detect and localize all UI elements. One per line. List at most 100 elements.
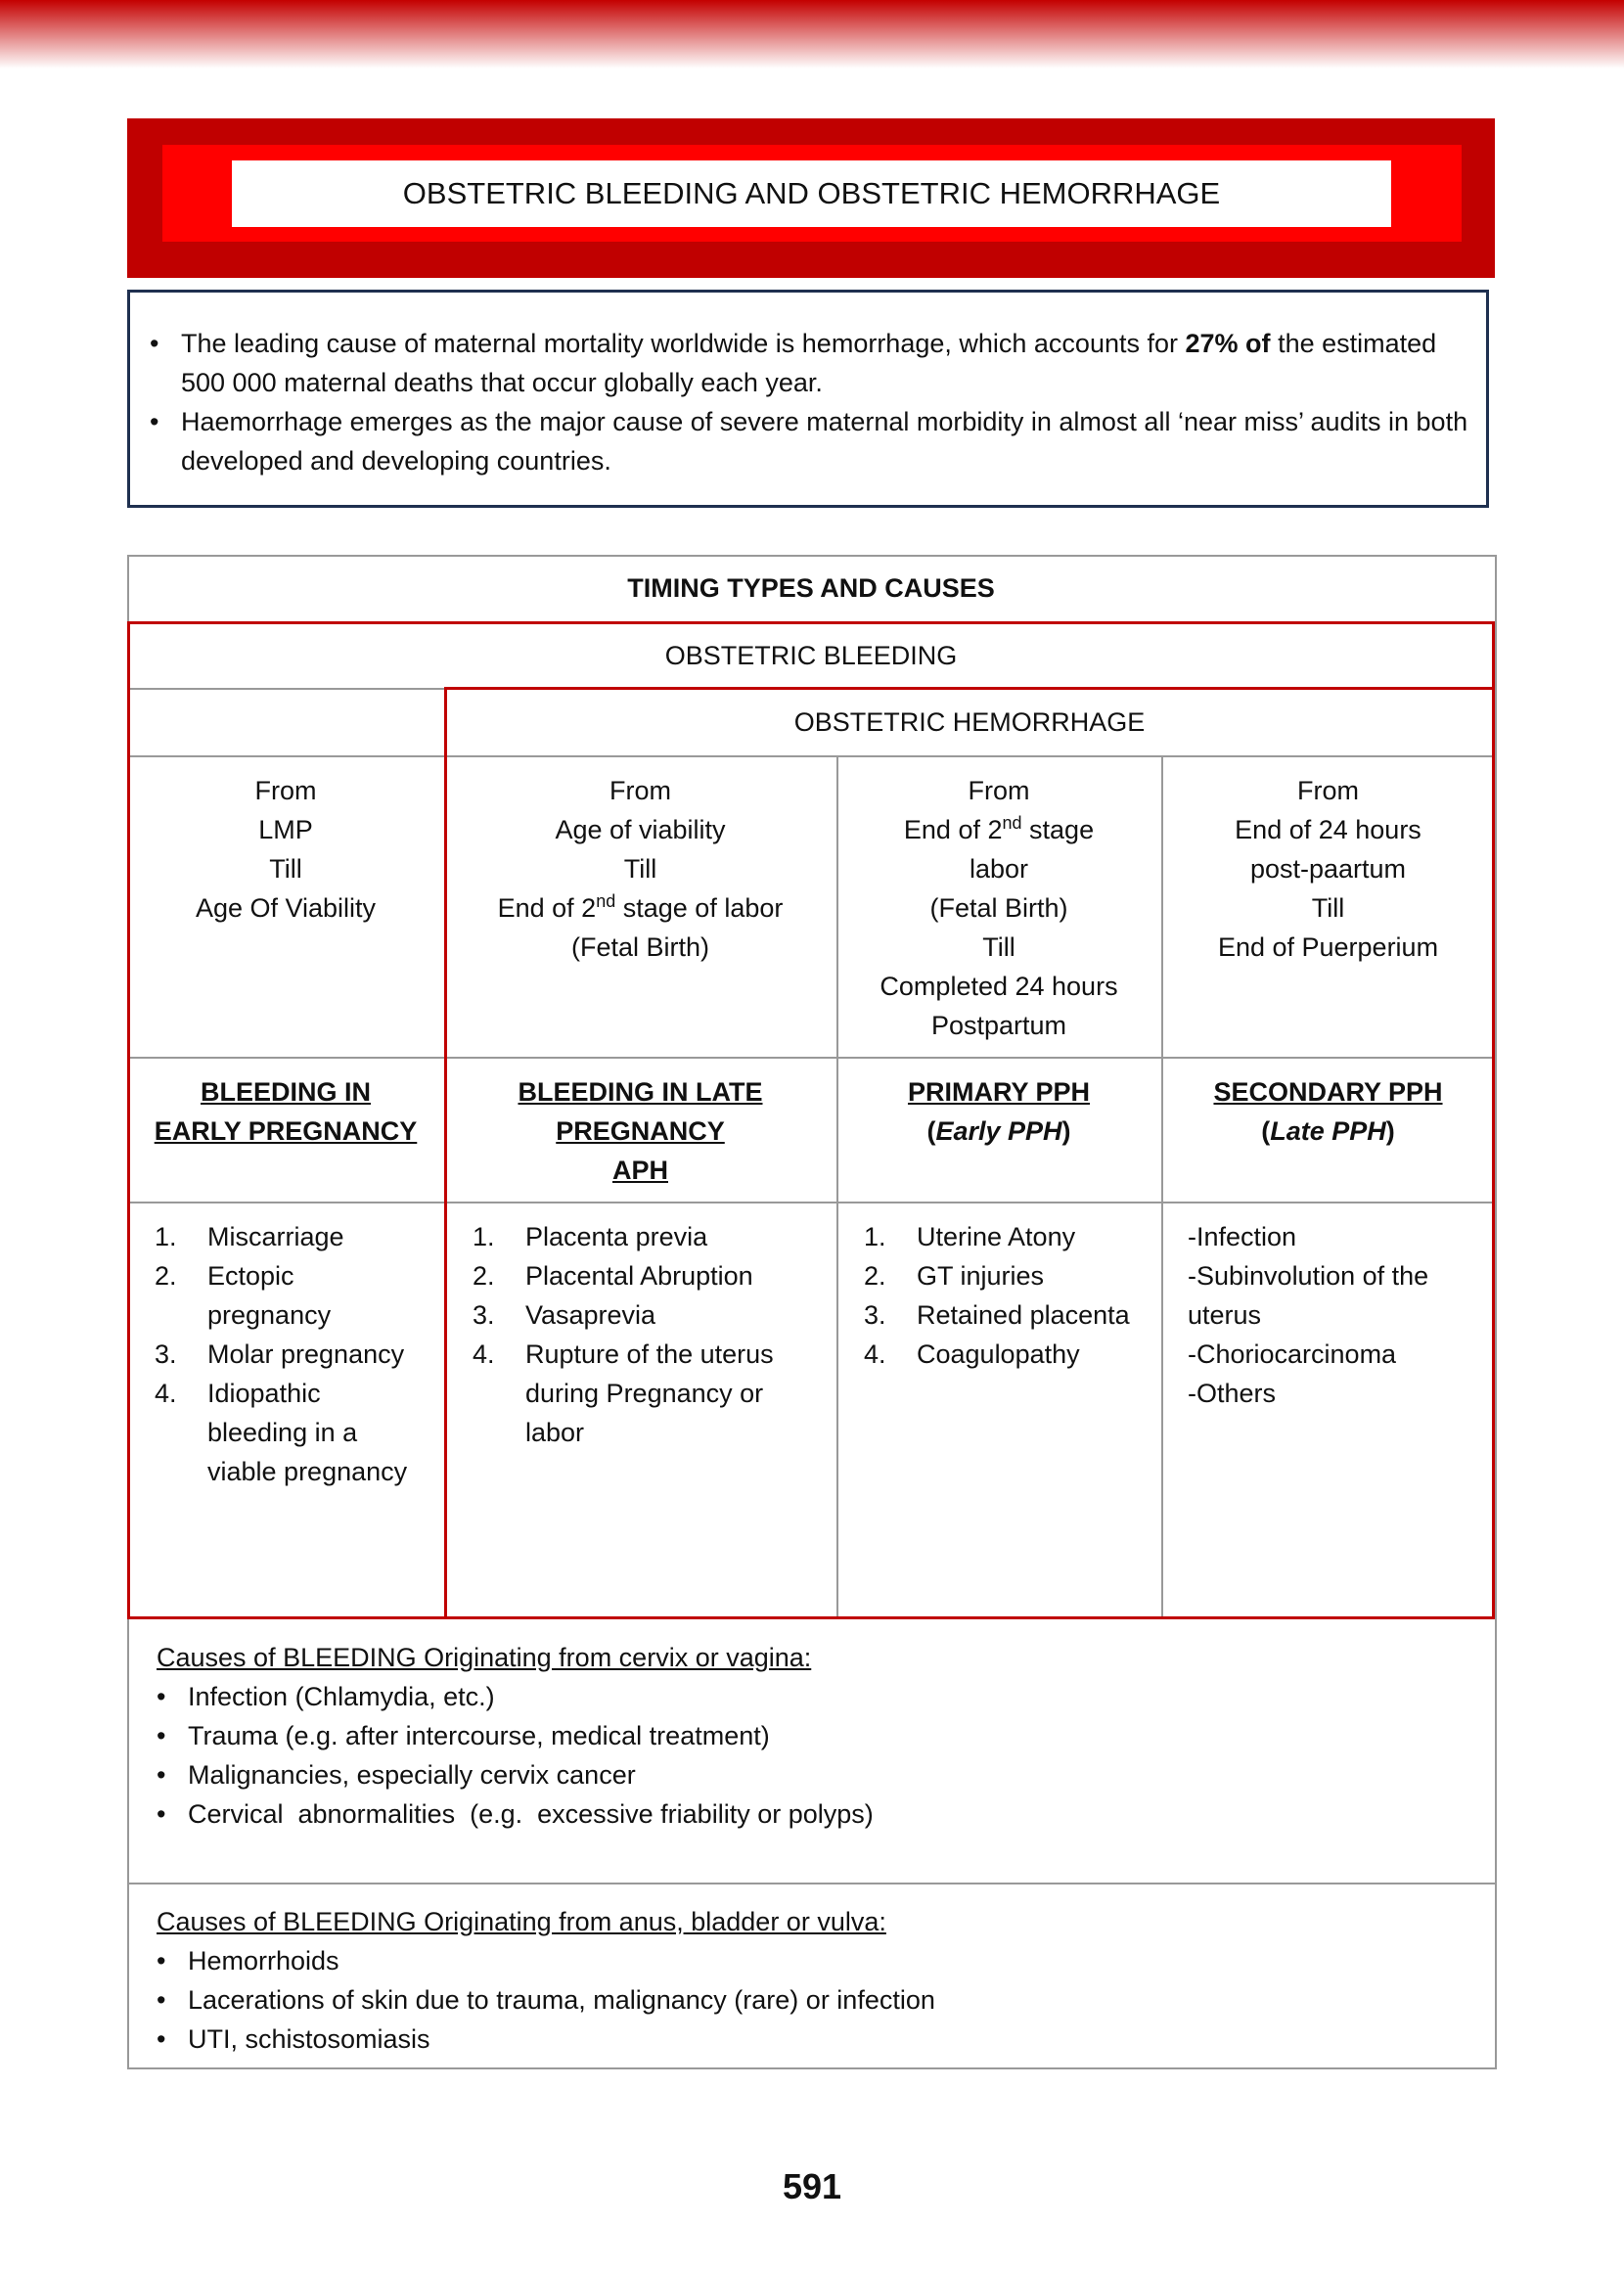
line: End of 2nd stage: [836, 810, 1161, 849]
text: Haemorrhage emerges as the major cause o…: [181, 407, 1468, 476]
cause: -Others: [1188, 1379, 1277, 1408]
text: Cervical abnormalities (e.g. excessive f…: [188, 1799, 874, 1829]
line: BLEEDING IN LATE: [518, 1077, 763, 1107]
bullet: •: [157, 1946, 166, 1975]
text: End of 2: [497, 893, 597, 923]
bullet: •: [150, 407, 159, 436]
text: Idiopathic bleeding in a viable pregnanc…: [207, 1379, 408, 1486]
number: 4.: [864, 1339, 886, 1369]
number: 2.: [864, 1261, 886, 1291]
cause: -Subinvolution of the uterus: [1188, 1261, 1429, 1330]
line: LMP: [258, 815, 313, 844]
section: Causes of BLEEDING Originating from cerv…: [157, 1638, 1467, 1834]
number: 3.: [864, 1300, 886, 1330]
cause: 1. Placenta previa: [473, 1217, 815, 1256]
cause: 4. Idiopathic bleeding in a viable pregna…: [155, 1374, 419, 1491]
cause: 1. Miscarriage: [155, 1217, 419, 1256]
text: (: [926, 1116, 936, 1146]
title: OBSTETRIC BLEEDING AND OBSTETRIC HEMORRH…: [232, 160, 1391, 227]
line: BLEEDING IN: [200, 1077, 371, 1107]
line: APH: [611, 1156, 668, 1185]
sup: nd: [1002, 813, 1022, 833]
section: Causes of BLEEDING Originating from anus…: [157, 1902, 1467, 2059]
cause-list: 1. Placenta previa 2. Placental Abruption 3.…: [473, 1217, 815, 1452]
cause: 3. Retained placenta: [864, 1295, 1138, 1335]
text: Miscarriage: [207, 1222, 344, 1251]
text: Coagulopathy: [917, 1339, 1080, 1369]
number: 1.: [473, 1222, 495, 1251]
number: 1.: [864, 1222, 886, 1251]
number: 2.: [473, 1261, 495, 1291]
table-title: TIMING TYPES AND CAUSES: [627, 573, 995, 603]
heading: PRIMARY PPH (Early PPH): [836, 1072, 1161, 1151]
line: Till: [982, 932, 1015, 962]
text: End of 2: [903, 815, 1003, 844]
bullet-item: • Lacerations of skin due to trauma, mali…: [157, 1980, 1467, 2020]
number: 1.: [155, 1222, 177, 1251]
bullet: •: [157, 1760, 166, 1790]
text: (: [1261, 1116, 1271, 1146]
bullet-item: • The leading cause of maternal mortality…: [150, 324, 1472, 402]
heading: SECONDARY PPH (Late PPH): [1161, 1072, 1495, 1151]
text: Hemorrhoids: [188, 1946, 339, 1975]
line: EARLY PREGNANCY: [154, 1116, 418, 1146]
row-line: [127, 1883, 1495, 1884]
line: Till: [623, 854, 657, 884]
text: stage of labor: [622, 893, 784, 923]
text: The leading cause of maternal mortality …: [181, 324, 1472, 402]
bold-text: 27% of: [1185, 329, 1271, 358]
bullet-item: • Malignancies, especially cervix cancer: [157, 1755, 1467, 1794]
row-line: [127, 1057, 1495, 1059]
red-frame: [127, 621, 1495, 1619]
bullet: •: [157, 1799, 166, 1829]
text: Vasaprevia: [525, 1300, 656, 1330]
text: Placental Abruption: [525, 1261, 753, 1291]
row-line: [127, 1202, 1495, 1203]
line: Till: [269, 854, 302, 884]
line: (Early PPH): [836, 1112, 1161, 1151]
text: Trauma (e.g. after intercourse, medical …: [188, 1721, 770, 1750]
text: Uterine Atony: [917, 1222, 1076, 1251]
page-number: 591: [782, 2166, 842, 2206]
line: From: [609, 776, 671, 805]
line: From: [254, 776, 317, 805]
bullet: •: [157, 2024, 166, 2054]
cause: -Infection: [1188, 1222, 1297, 1251]
line: (Fetal Birth): [929, 893, 1068, 923]
cause: 4. Rupture of the uterus during Pregnancy…: [473, 1335, 815, 1452]
cause-list: 1. Miscarriage 2. Ectopic pregnancy 3. Molar …: [155, 1217, 419, 1491]
bleeding-header: OBSTETRIC BLEEDING: [664, 641, 958, 670]
cause: 4. Coagulopathy: [864, 1335, 1138, 1374]
timing: From LMP Till Age Of Viability: [127, 771, 444, 928]
text: Placenta previa: [525, 1222, 708, 1251]
text: Retained placenta: [917, 1300, 1130, 1330]
timing: From Age of viability Till End of 2nd stag…: [444, 771, 836, 967]
line: (Fetal Birth): [570, 932, 710, 962]
line: From: [968, 776, 1030, 805]
text: Molar pregnancy: [207, 1339, 405, 1369]
text: Lacerations of skin due to trauma, malig…: [188, 1985, 935, 2015]
bullet-item: • UTI, schistosomiasis: [157, 2020, 1467, 2059]
bullet: •: [157, 1721, 166, 1750]
text: ): [1061, 1116, 1071, 1146]
line: Age of viability: [555, 815, 726, 844]
line: From: [1297, 776, 1359, 805]
cause: 2. Placental Abruption: [473, 1256, 815, 1295]
line: Till: [1311, 893, 1345, 923]
timing: From End of 2nd stage labor (Fetal Birth)…: [836, 771, 1161, 1045]
cause: -Choriocarcinoma: [1188, 1339, 1397, 1369]
cause: 2. Ectopic pregnancy: [155, 1256, 419, 1335]
heading: BLEEDING IN LATE PREGNANCY APH: [444, 1072, 836, 1190]
section-title: Causes of BLEEDING Originating from anus…: [157, 1907, 886, 1936]
line: (Late PPH): [1161, 1112, 1495, 1151]
line: End of 24 hours: [1235, 815, 1421, 844]
cause: 3. Molar pregnancy: [155, 1335, 419, 1374]
heading: BLEEDING IN EARLY PREGNANCY: [127, 1072, 444, 1151]
line: End of Puerperium: [1217, 932, 1439, 962]
bullet: •: [150, 329, 159, 358]
line: End of 2nd stage of labor: [444, 888, 836, 928]
line: Postpartum: [930, 1011, 1067, 1040]
bullet-item: • Infection (Chlamydia, etc.): [157, 1677, 1467, 1716]
number: 4.: [473, 1339, 495, 1369]
